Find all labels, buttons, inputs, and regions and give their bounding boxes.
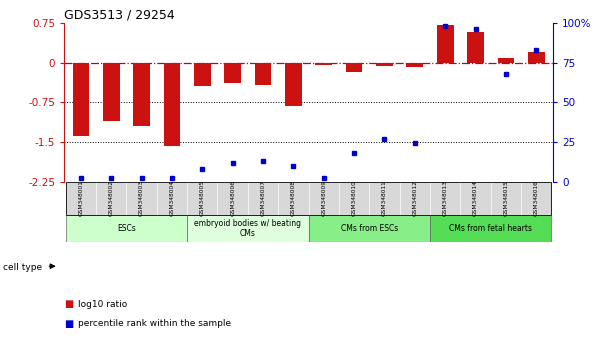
Bar: [315, 63, 332, 65]
Text: CMs from ESCs: CMs from ESCs: [341, 224, 398, 233]
Bar: [376, 63, 393, 66]
Bar: [133, 63, 150, 126]
Bar: [65, 182, 552, 215]
Bar: [400, 182, 430, 215]
Bar: [309, 215, 430, 242]
Text: percentile rank within the sample: percentile rank within the sample: [78, 319, 231, 329]
Bar: [103, 63, 120, 121]
Bar: [65, 182, 96, 215]
Bar: [126, 182, 157, 215]
Bar: [157, 182, 187, 215]
Bar: [467, 32, 484, 63]
Text: GSM348006: GSM348006: [230, 180, 235, 216]
Text: GSM348015: GSM348015: [503, 180, 508, 216]
Text: GSM348002: GSM348002: [109, 180, 114, 216]
Bar: [460, 182, 491, 215]
Text: GDS3513 / 29254: GDS3513 / 29254: [64, 9, 175, 22]
Bar: [218, 182, 248, 215]
Text: embryoid bodies w/ beating
CMs: embryoid bodies w/ beating CMs: [194, 219, 301, 239]
Text: GSM348012: GSM348012: [412, 180, 417, 216]
Bar: [285, 63, 302, 106]
Bar: [194, 63, 211, 86]
Bar: [346, 63, 362, 72]
Bar: [164, 63, 180, 146]
Text: GSM348014: GSM348014: [473, 180, 478, 216]
Bar: [521, 182, 552, 215]
Bar: [224, 63, 241, 83]
Bar: [430, 215, 552, 242]
Text: ■: ■: [64, 319, 73, 329]
Bar: [278, 182, 309, 215]
Text: GSM348001: GSM348001: [78, 180, 83, 216]
Bar: [187, 182, 218, 215]
Bar: [255, 63, 271, 85]
Bar: [430, 182, 460, 215]
Text: GSM348009: GSM348009: [321, 180, 326, 216]
Bar: [437, 24, 453, 63]
Text: GSM348007: GSM348007: [260, 180, 266, 216]
Bar: [497, 58, 514, 63]
Text: GSM348010: GSM348010: [351, 180, 357, 216]
Text: GSM348004: GSM348004: [169, 180, 174, 216]
Text: cell type: cell type: [3, 263, 42, 272]
Bar: [309, 182, 339, 215]
Bar: [248, 182, 278, 215]
Text: GSM348013: GSM348013: [443, 180, 448, 216]
Text: GSM348016: GSM348016: [534, 181, 539, 216]
Text: GSM348005: GSM348005: [200, 180, 205, 216]
Text: GSM348011: GSM348011: [382, 181, 387, 216]
Text: log10 ratio: log10 ratio: [78, 300, 127, 309]
Bar: [491, 182, 521, 215]
Bar: [65, 215, 187, 242]
Text: GSM348008: GSM348008: [291, 180, 296, 216]
Text: ■: ■: [64, 299, 73, 309]
Bar: [406, 63, 423, 67]
Text: ESCs: ESCs: [117, 224, 136, 233]
Bar: [339, 182, 369, 215]
Bar: [73, 63, 89, 136]
Text: GSM348003: GSM348003: [139, 180, 144, 216]
Bar: [528, 52, 544, 63]
Bar: [96, 182, 126, 215]
Bar: [187, 215, 309, 242]
Text: CMs from fetal hearts: CMs from fetal hearts: [449, 224, 532, 233]
Bar: [369, 182, 400, 215]
